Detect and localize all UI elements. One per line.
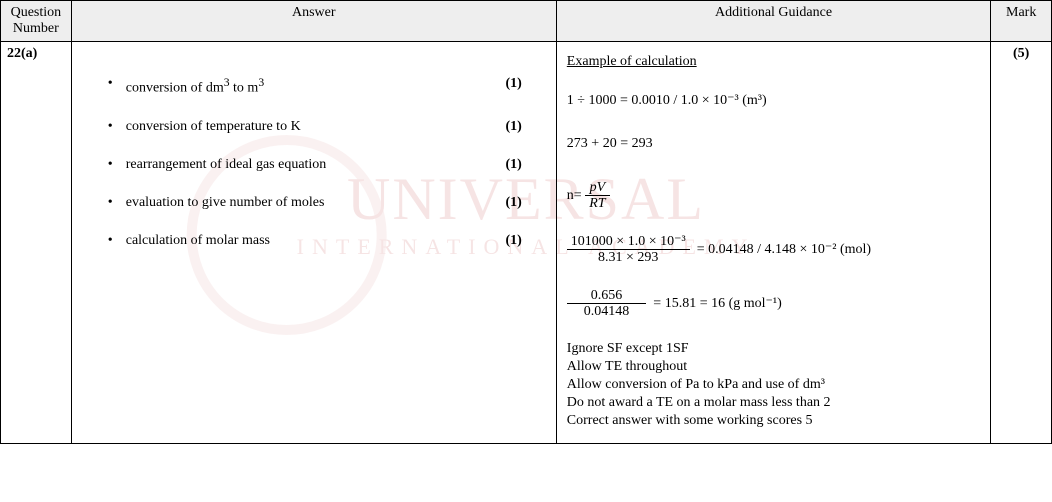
guidance-notes: Ignore SF except 1SF Allow TE throughout A… — [567, 341, 981, 429]
answer-point-mark: (1) — [502, 195, 542, 211]
frac-den: RT — [585, 196, 609, 211]
answer-point-mark: (1) — [502, 119, 542, 135]
answer-point-text: conversion of dm3 to m3 — [126, 76, 502, 97]
bullet-icon: • — [108, 119, 126, 135]
mark-scheme-table: Question Number Answer Additional Guidan… — [0, 0, 1052, 444]
answer-point-mark: (1) — [502, 157, 542, 173]
guidance-note: Allow TE throughout — [567, 359, 981, 375]
answer-point: •rearrangement of ideal gas equation(1) — [108, 157, 542, 173]
header-question-number: Question Number — [1, 1, 72, 42]
calc-line-3: n= pV RT — [567, 180, 981, 212]
answer-point-text: conversion of temperature to K — [126, 119, 502, 135]
calc-line-2: 273 + 20 = 293 — [567, 136, 981, 158]
answer-point-text: evaluation to give number of moles — [126, 195, 502, 211]
frac-num: pV — [585, 180, 609, 196]
guidance-title: Example of calculation — [567, 54, 981, 70]
answer-point: •conversion of dm3 to m3(1) — [108, 76, 542, 97]
bullet-icon: • — [108, 76, 126, 92]
guidance-cell: Example of calculation 1 ÷ 1000 = 0.0010… — [556, 42, 991, 444]
answer-point-mark: (1) — [502, 233, 542, 249]
answer-point-text: rearrangement of ideal gas equation — [126, 157, 502, 173]
calc-line-1: 1 ÷ 1000 = 0.0010 / 1.0 × 10⁻³ (m³) — [567, 92, 981, 114]
bullet-icon: • — [108, 195, 126, 211]
calc-line-5: 0.656 0.04148 = 15.81 = 16 (g mol⁻¹) — [567, 288, 981, 320]
frac-den: 8.31 × 293 — [567, 250, 690, 265]
calc-line-4: 101000 × 1.0 × 10⁻³ 8.31 × 293 = 0.04148… — [567, 234, 981, 266]
total-mark-cell: (5) — [991, 42, 1052, 444]
answer-point: •evaluation to give number of moles(1) — [108, 195, 542, 211]
answer-point: •calculation of molar mass(1) — [108, 233, 542, 249]
table-row: 22(a) •conversion of dm3 to m3(1)•conver… — [1, 42, 1052, 444]
guidance-note: Ignore SF except 1SF — [567, 341, 981, 357]
answer-point: •conversion of temperature to K(1) — [108, 119, 542, 135]
guidance-note: Correct answer with some working scores … — [567, 413, 981, 429]
header-answer: Answer — [71, 1, 556, 42]
answer-point-mark: (1) — [502, 76, 542, 92]
header-guidance: Additional Guidance — [556, 1, 991, 42]
bullet-icon: • — [108, 233, 126, 249]
bullet-icon: • — [108, 157, 126, 173]
question-number-cell: 22(a) — [1, 42, 72, 444]
frac-den: 0.04148 — [567, 304, 647, 319]
frac-num: 101000 × 1.0 × 10⁻³ — [567, 234, 690, 250]
frac-num: 0.656 — [567, 288, 647, 304]
answer-point-text: calculation of molar mass — [126, 233, 502, 249]
guidance-note: Do not award a TE on a molar mass less t… — [567, 395, 981, 411]
header-mark: Mark — [991, 1, 1052, 42]
answer-cell: •conversion of dm3 to m3(1)•conversion o… — [71, 42, 556, 444]
guidance-note: Allow conversion of Pa to kPa and use of… — [567, 377, 981, 393]
